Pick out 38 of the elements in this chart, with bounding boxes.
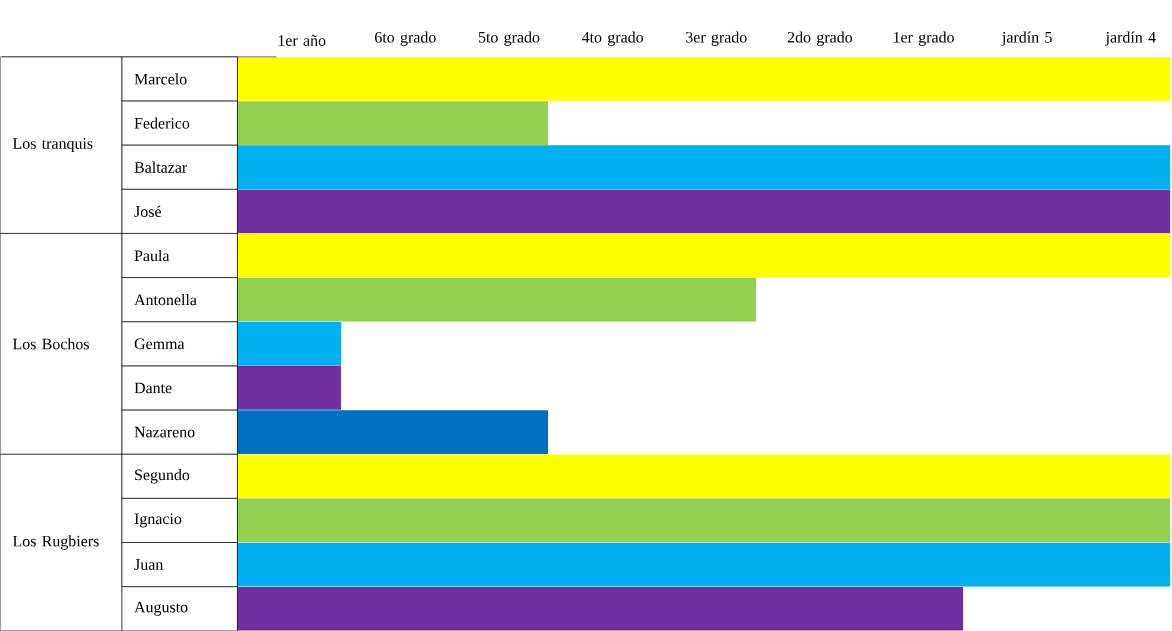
text: 1er grado: [893, 31, 954, 46]
y-tick-label: Juan: [134, 559, 164, 570]
bar: [237, 542, 1171, 587]
y-tick-label: Nazareno: [134, 426, 195, 438]
y-tick-label: Antonella: [134, 294, 197, 306]
text: jardín 4: [1105, 31, 1156, 46]
y-tick-label: José: [134, 205, 161, 217]
text: jardín 5: [1001, 31, 1052, 46]
text: 5to grado: [478, 31, 540, 46]
bar: [237, 101, 549, 145]
bar: [237, 56, 1171, 101]
bar: [237, 321, 341, 366]
bar: [237, 277, 757, 322]
y-tick-label: Marcelo: [134, 73, 187, 85]
y-tick-label: Ignacio: [134, 513, 182, 528]
y-tick-label: Dante: [134, 382, 172, 394]
bar: [237, 498, 1171, 543]
bar: [237, 233, 1171, 278]
y-tick-label: Paula: [134, 249, 170, 262]
text: Los Bochos: [12, 338, 89, 350]
y-tick-label: Augusto: [134, 601, 188, 616]
text: 2do grado: [787, 31, 853, 46]
y-tick-label: Baltazar: [134, 161, 188, 173]
text: 4to grado: [581, 31, 643, 46]
bar: [237, 454, 1171, 499]
bar: [237, 366, 341, 410]
y-tick-label: Segundo: [135, 468, 190, 484]
text: 6to grado: [375, 31, 436, 46]
text: Los Rugbiers: [12, 535, 99, 550]
bar: [237, 145, 1171, 190]
y-tick-label: Gemma: [134, 338, 185, 350]
bar: [237, 410, 549, 454]
y-tick-label: Federico: [134, 117, 190, 129]
text: 3er grado: [686, 31, 747, 46]
bar: [237, 189, 1171, 234]
text: 1er año: [278, 34, 326, 46]
text: Los tranquis: [12, 138, 93, 153]
bar: [237, 586, 964, 631]
